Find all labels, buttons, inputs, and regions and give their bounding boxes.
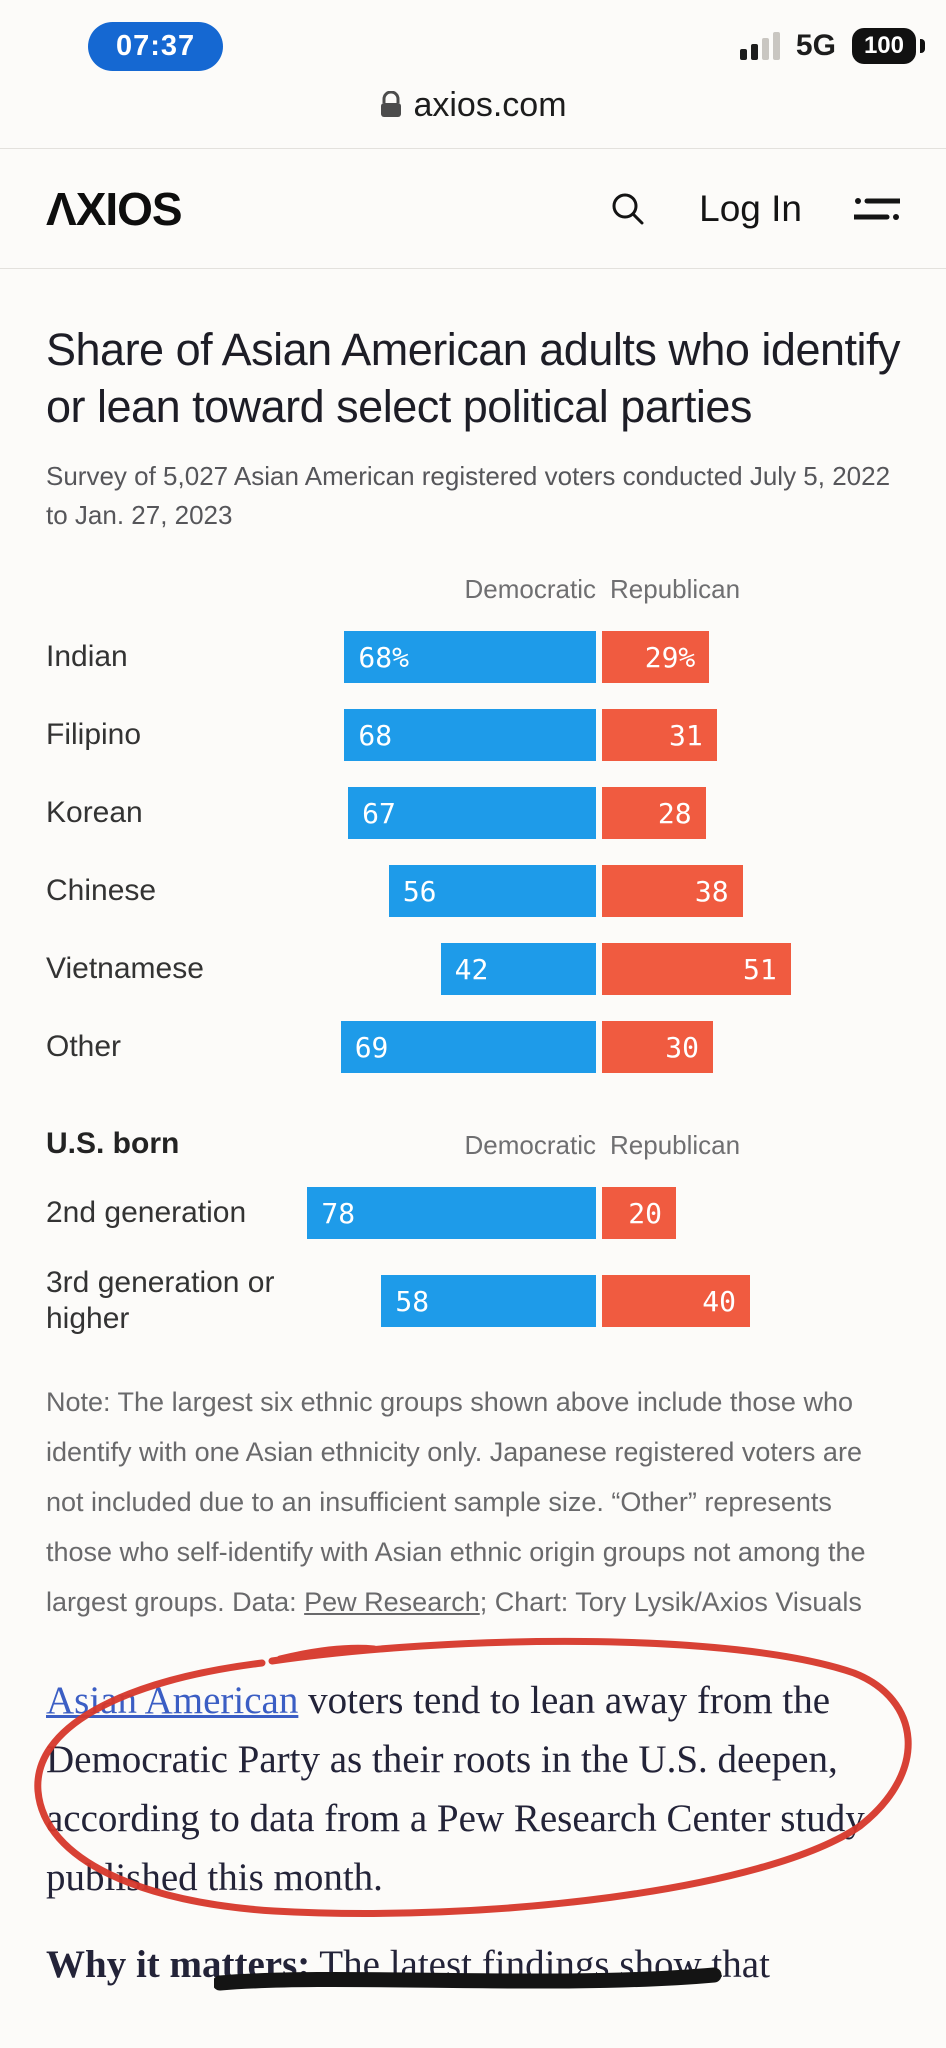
- menu-icon[interactable]: [854, 194, 900, 224]
- bar-value-label: 40: [702, 1284, 736, 1318]
- lock-icon: [379, 91, 403, 119]
- democratic-bar-cell: 78: [301, 1187, 596, 1239]
- democratic-bar: 68: [344, 709, 596, 761]
- bar-value-label: 30: [665, 1030, 699, 1064]
- chart-row: Korean 67 28: [46, 787, 900, 839]
- republican-bar: 31: [602, 709, 717, 761]
- cellular-signal-icon: [739, 32, 780, 60]
- bar-value-label: 67: [362, 796, 396, 830]
- url-bar[interactable]: axios.com: [0, 84, 946, 126]
- bar-value-label: 69: [354, 1030, 389, 1064]
- lead-paragraph-wrap: Asian American voters tend to lean away …: [34, 1637, 912, 1917]
- republican-bar-cell: 30: [602, 1021, 900, 1073]
- chart-group-us-born: U.S. born Democratic Republican 2nd gene…: [46, 1119, 900, 1337]
- chart-row: 3rd generation or higher 58 40: [46, 1265, 900, 1337]
- democratic-bar: 68%: [344, 631, 596, 683]
- democratic-bar: 58: [381, 1275, 596, 1327]
- republican-bar: 29%: [602, 631, 710, 683]
- category-label: Vietnamese: [46, 952, 204, 985]
- democratic-bar-cell: 56: [301, 865, 596, 917]
- bar-value-label: 68: [358, 718, 393, 752]
- site-header: ΛXIOS Log In: [0, 149, 946, 269]
- chart-row: Other 69 30: [46, 1021, 900, 1073]
- bar-value-label: 78: [321, 1196, 356, 1230]
- group-title: U.S. born: [46, 1127, 180, 1160]
- category-label: 2nd generation: [46, 1196, 247, 1229]
- category-label: Filipino: [46, 718, 142, 751]
- republican-bar: 51: [602, 943, 791, 995]
- bar-value-label: 68%: [358, 640, 409, 674]
- article-title: Share of Asian American adults who ident…: [46, 324, 901, 432]
- chart-note: Note: The largest six ethnic groups show…: [46, 1387, 866, 1617]
- why-lead: Why it matters:: [46, 1943, 311, 1986]
- bar-value-label: 42: [454, 952, 489, 986]
- category-label: Korean: [46, 796, 143, 829]
- democratic-header: Democratic: [464, 1130, 596, 1160]
- url-text: axios.com: [413, 85, 567, 124]
- republican-header: Republican: [610, 574, 741, 604]
- search-icon[interactable]: [609, 190, 647, 228]
- democratic-header: Democratic: [464, 574, 596, 604]
- chart-row: 2nd generation 78 20: [46, 1187, 900, 1239]
- chart-group-ethnicity: Democratic Republican Indian 68% 29% Filipi…: [46, 571, 900, 1073]
- republican-bar: 30: [602, 1021, 713, 1073]
- democratic-bar-cell: 68: [301, 709, 596, 761]
- bar-value-label: 31: [668, 718, 703, 752]
- asian-american-link[interactable]: Asian American: [46, 1679, 299, 1722]
- republican-bar-cell: 38: [602, 865, 900, 917]
- democratic-bar-cell: 67: [301, 787, 596, 839]
- bar-value-label: 29%: [644, 640, 696, 674]
- republican-bar: 20: [602, 1187, 676, 1239]
- republican-bar: 38: [602, 865, 743, 917]
- chart-row: Vietnamese 42 51: [46, 943, 900, 995]
- why-it-matters-paragraph: Why it matters: The latest findings show…: [46, 1935, 900, 1994]
- bar-value-label: 51: [742, 952, 777, 986]
- lead-paragraph: Asian American voters tend to lean away …: [46, 1679, 865, 1899]
- login-button[interactable]: Log In: [699, 187, 802, 229]
- bar-value-label: 56: [402, 874, 437, 908]
- chart-column-headers: Democratic Republican: [46, 571, 900, 605]
- democratic-bar-cell: 69: [301, 1021, 596, 1073]
- democratic-bar-cell: 68%: [301, 631, 596, 683]
- category-label: Other: [46, 1030, 122, 1063]
- democratic-bar-cell: 58: [301, 1275, 596, 1327]
- republican-bar: 28: [602, 787, 706, 839]
- democratic-bar-cell: 42: [301, 943, 596, 995]
- republican-bar-cell: 51: [602, 943, 900, 995]
- status-bar: 07:37 5G 100: [0, 20, 946, 72]
- republican-bar-cell: 29%: [602, 631, 900, 683]
- democratic-bar: 56: [388, 865, 596, 917]
- status-indicators: 5G 100: [739, 28, 916, 64]
- republican-header: Republican: [610, 1130, 741, 1160]
- republican-bar: 40: [602, 1275, 750, 1327]
- axios-logo[interactable]: ΛXIOS: [46, 182, 183, 235]
- network-type-label: 5G: [795, 29, 836, 62]
- republican-bar-cell: 28: [602, 787, 900, 839]
- republican-bar-cell: 31: [602, 709, 900, 761]
- chart-row: Filipino 68 31: [46, 709, 900, 761]
- democratic-bar: 69: [340, 1021, 596, 1073]
- pew-research-link[interactable]: Pew Research: [304, 1587, 480, 1617]
- battery-icon: 100: [851, 28, 916, 64]
- bar-chart: Democratic Republican Indian 68% 29% Filipi…: [46, 571, 900, 1337]
- bar-value-label: 20: [628, 1196, 662, 1230]
- republican-bar-cell: 40: [602, 1275, 900, 1327]
- chrome-divider: [0, 148, 946, 149]
- bar-value-label: 58: [395, 1284, 430, 1318]
- category-label: 3rd generation or higher: [46, 1266, 275, 1335]
- republican-bar-cell: 20: [602, 1187, 900, 1239]
- chart-column-headers: U.S. born Democratic Republican: [46, 1119, 900, 1161]
- category-label: Chinese: [46, 874, 157, 907]
- category-label: Indian: [46, 640, 128, 673]
- democratic-bar: 67: [348, 787, 596, 839]
- chart-row: Indian 68% 29%: [46, 631, 900, 683]
- democratic-bar: 78: [307, 1187, 596, 1239]
- status-time: 07:37: [88, 21, 224, 71]
- chart-row: Chinese 56 38: [46, 865, 900, 917]
- article-deck: Survey of 5,027 Asian American registere…: [46, 461, 891, 530]
- bar-value-label: 38: [694, 874, 729, 908]
- bar-value-label: 28: [657, 796, 692, 830]
- democratic-bar: 42: [440, 943, 596, 995]
